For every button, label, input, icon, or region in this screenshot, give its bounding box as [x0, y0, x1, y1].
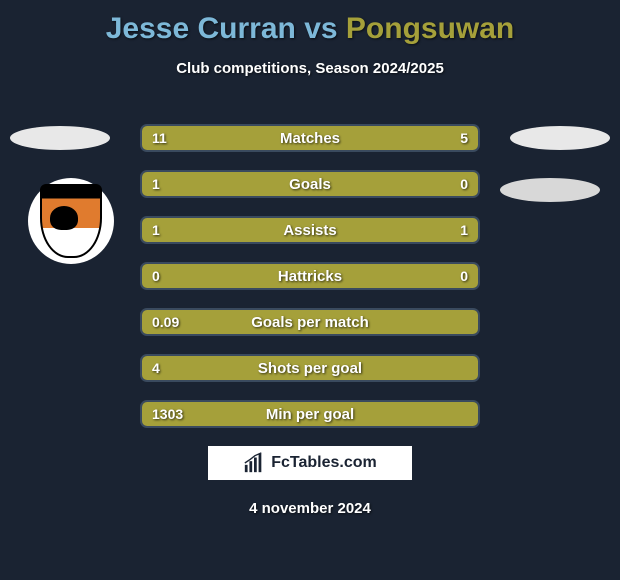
stat-bar-left: [142, 172, 404, 196]
stat-row: Shots per goal4: [140, 354, 480, 382]
page-title: Jesse Curran vs Pongsuwan: [0, 0, 620, 46]
brand-box: FcTables.com: [206, 444, 414, 482]
player1-name: Jesse Curran: [106, 12, 296, 45]
subtitle: Club competitions, Season 2024/2025: [0, 60, 620, 77]
player2-avatar-placeholder: [510, 126, 610, 150]
brand-text: FcTables.com: [271, 454, 377, 472]
chart-icon: [243, 452, 265, 474]
stat-row: Hattricks00: [140, 262, 480, 290]
comparison-bars: Matches115 Goals10 Assists11 Hattricks00 Goa…: [140, 124, 480, 446]
stat-bar-left: [142, 126, 370, 150]
stat-bar-right: [370, 126, 478, 150]
stat-bar-left: [142, 218, 478, 242]
player1-avatar-placeholder: [10, 126, 110, 150]
stat-bar-left: [142, 402, 478, 426]
stat-bar-left: [142, 356, 478, 380]
club-crest-icon: [40, 184, 102, 258]
stat-row: Goals10: [140, 170, 480, 198]
player2-name: Pongsuwan: [346, 12, 514, 45]
stat-bar-left: [142, 264, 478, 288]
stat-row: Matches115: [140, 124, 480, 152]
stat-bar-left: [142, 310, 478, 334]
stat-row: Assists11: [140, 216, 480, 244]
player1-club-badge: [28, 178, 114, 264]
player2-club-placeholder: [500, 178, 600, 202]
stat-row: Goals per match0.09: [140, 308, 480, 336]
vs-label: vs: [304, 12, 337, 45]
stat-row: Min per goal1303: [140, 400, 480, 428]
date-label: 4 november 2024: [0, 500, 620, 517]
stat-bar-right: [404, 172, 478, 196]
